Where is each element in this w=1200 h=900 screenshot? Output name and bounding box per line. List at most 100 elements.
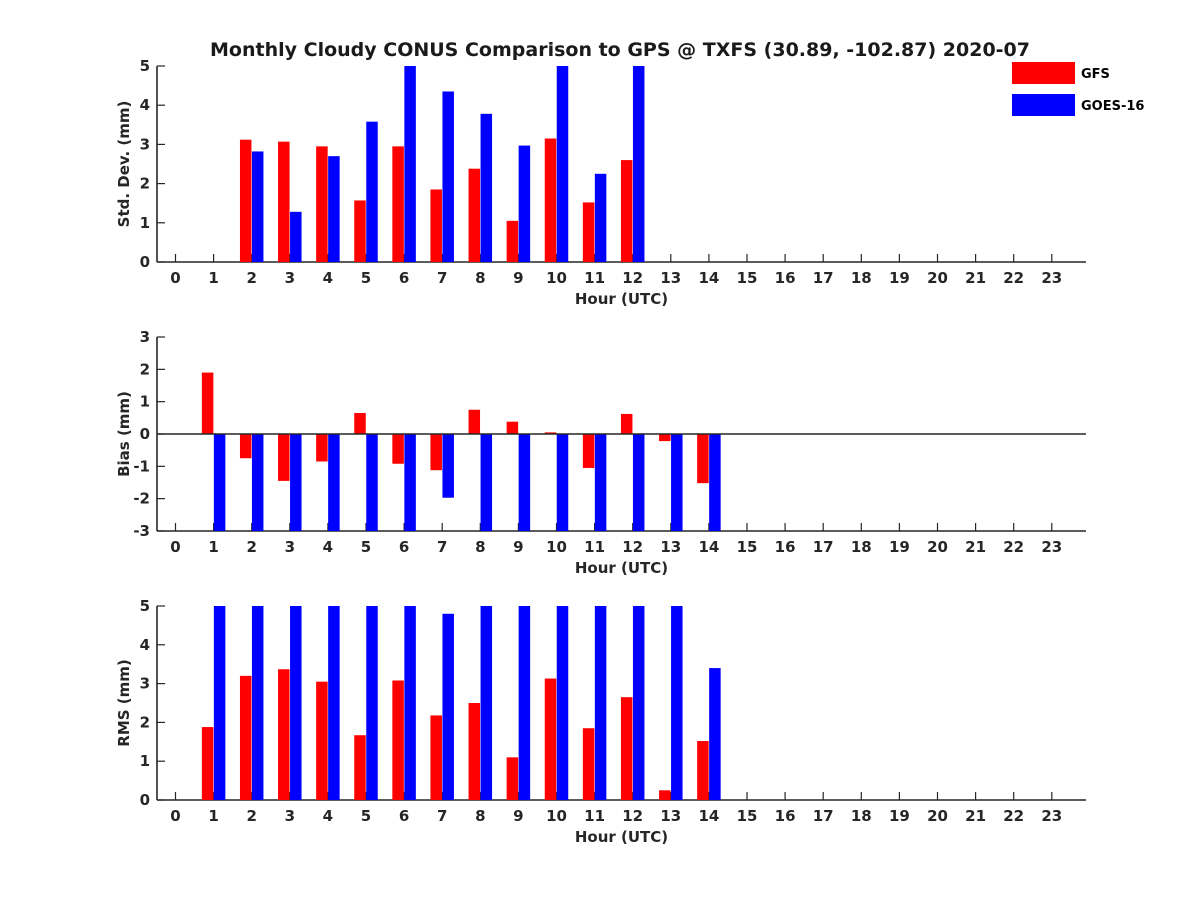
x-tick-label: 12 bbox=[622, 807, 643, 825]
bar-goes16-hour-7 bbox=[442, 434, 454, 498]
bar-goes16-hour-12 bbox=[632, 66, 645, 262]
chart-title: Monthly Cloudy CONUS Comparison to GPS @… bbox=[210, 39, 1030, 61]
bar-gfs-hour-7 bbox=[430, 715, 442, 800]
x-tick-label: 1 bbox=[208, 538, 218, 556]
x-tick-label: 16 bbox=[775, 269, 796, 287]
x-tick-label: 1 bbox=[208, 807, 218, 825]
legend-label-gfs: GFS bbox=[1081, 67, 1110, 82]
x-tick-label: 9 bbox=[513, 269, 523, 287]
bar-goes16-hour-4 bbox=[328, 156, 340, 262]
bar-gfs-hour-8 bbox=[468, 703, 481, 800]
bar-gfs-hour-9 bbox=[506, 421, 519, 434]
x-tick-label: 7 bbox=[437, 269, 447, 287]
bar-goes16-hour-5 bbox=[366, 434, 378, 531]
bar-gfs-hour-5 bbox=[354, 412, 366, 434]
x-tick-label: 9 bbox=[513, 807, 523, 825]
bar-gfs-hour-4 bbox=[316, 146, 328, 262]
bar-gfs-hour-12 bbox=[620, 697, 633, 800]
bar-goes16-hour-10 bbox=[556, 66, 569, 262]
x-tick-label: 8 bbox=[475, 538, 485, 556]
y-tick-label: 5 bbox=[140, 597, 150, 615]
bar-goes16-hour-6 bbox=[404, 66, 416, 262]
x-tick-label: 17 bbox=[813, 538, 834, 556]
bar-goes16-hour-8 bbox=[480, 434, 493, 531]
x-tick-label: 15 bbox=[737, 807, 758, 825]
x-tick-label: 23 bbox=[1041, 538, 1062, 556]
x-tick-label: 4 bbox=[323, 807, 333, 825]
bar-gfs-hour-1 bbox=[201, 727, 214, 800]
bar-goes16-hour-8 bbox=[480, 113, 493, 262]
bar-gfs-hour-3 bbox=[278, 141, 290, 262]
y-tick-label: -2 bbox=[133, 490, 150, 508]
bar-gfs-hour-3 bbox=[278, 669, 290, 800]
x-tick-label: 3 bbox=[285, 807, 295, 825]
bar-goes16-hour-8 bbox=[480, 606, 493, 800]
bar-goes16-hour-11 bbox=[594, 434, 607, 531]
x-tick-label: 11 bbox=[584, 269, 605, 287]
x-tick-label: 23 bbox=[1041, 269, 1062, 287]
x-tick-label: 12 bbox=[622, 538, 643, 556]
x-tick-label: 13 bbox=[660, 807, 681, 825]
x-axis-label: Hour (UTC) bbox=[575, 290, 668, 308]
x-tick-label: 20 bbox=[927, 807, 948, 825]
y-tick-label: -1 bbox=[133, 457, 150, 475]
bar-goes16-hour-3 bbox=[290, 211, 302, 262]
bar-goes16-hour-7 bbox=[442, 613, 454, 800]
y-tick-label: 2 bbox=[140, 360, 150, 378]
x-axis-label: Hour (UTC) bbox=[575, 828, 668, 846]
bar-gfs-hour-8 bbox=[468, 168, 481, 262]
bar-gfs-hour-11 bbox=[582, 202, 595, 262]
x-tick-label: 14 bbox=[698, 269, 719, 287]
x-tick-label: 15 bbox=[737, 538, 758, 556]
bar-goes16-hour-2 bbox=[251, 151, 264, 262]
legend: GFS GOES-16 bbox=[1012, 62, 1144, 116]
bar-goes16-hour-13 bbox=[671, 434, 683, 531]
x-tick-label: 21 bbox=[965, 269, 986, 287]
bar-goes16-hour-3 bbox=[290, 434, 302, 531]
y-tick-label: 0 bbox=[140, 253, 150, 271]
x-tick-label: 5 bbox=[361, 807, 371, 825]
y-axis-label: Bias (mm) bbox=[115, 391, 133, 477]
bar-goes16-hour-10 bbox=[556, 434, 569, 531]
x-tick-label: 22 bbox=[1003, 269, 1024, 287]
bar-gfs-hour-8 bbox=[468, 409, 481, 434]
x-tick-label: 6 bbox=[399, 807, 409, 825]
y-tick-label: 3 bbox=[140, 328, 150, 346]
x-tick-label: 2 bbox=[246, 269, 256, 287]
bar-gfs-hour-5 bbox=[354, 200, 366, 262]
x-tick-label: 6 bbox=[399, 269, 409, 287]
bar-gfs-hour-7 bbox=[430, 189, 442, 262]
bar-goes16-hour-5 bbox=[366, 121, 378, 262]
x-tick-label: 14 bbox=[698, 807, 719, 825]
bar-goes16-hour-6 bbox=[404, 434, 416, 531]
x-tick-label: 8 bbox=[475, 807, 485, 825]
x-tick-label: 23 bbox=[1041, 807, 1062, 825]
x-tick-label: 0 bbox=[170, 269, 180, 287]
x-tick-label: 5 bbox=[361, 269, 371, 287]
x-tick-label: 3 bbox=[285, 538, 295, 556]
bar-gfs-hour-4 bbox=[316, 434, 328, 462]
x-tick-label: 16 bbox=[775, 538, 796, 556]
x-tick-label: 7 bbox=[437, 538, 447, 556]
y-tick-label: 3 bbox=[140, 135, 150, 153]
x-tick-label: 20 bbox=[927, 538, 948, 556]
x-tick-label: 19 bbox=[889, 807, 910, 825]
x-tick-label: 22 bbox=[1003, 538, 1024, 556]
bar-gfs-hour-6 bbox=[392, 146, 404, 262]
bar-goes16-hour-14 bbox=[709, 668, 721, 800]
bar-goes16-hour-13 bbox=[671, 606, 683, 800]
x-tick-label: 17 bbox=[813, 807, 834, 825]
y-tick-label: 1 bbox=[140, 752, 150, 770]
y-tick-label: 1 bbox=[140, 393, 150, 411]
y-tick-label: 0 bbox=[140, 791, 150, 809]
bar-goes16-hour-14 bbox=[709, 434, 721, 531]
y-tick-label: 5 bbox=[140, 57, 150, 75]
bar-goes16-hour-9 bbox=[518, 145, 531, 262]
x-tick-label: 0 bbox=[170, 538, 180, 556]
bar-goes16-hour-3 bbox=[290, 606, 302, 800]
x-tick-label: 8 bbox=[475, 269, 485, 287]
y-axis-label: RMS (mm) bbox=[115, 659, 133, 746]
x-tick-label: 21 bbox=[965, 807, 986, 825]
bar-gfs-hour-11 bbox=[582, 434, 595, 468]
